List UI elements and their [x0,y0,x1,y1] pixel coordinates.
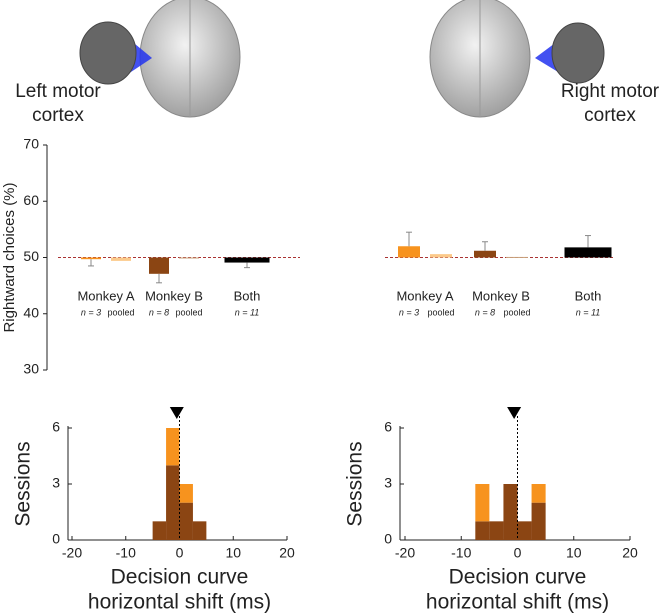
histogram-bar [179,502,193,540]
y-axis-label: Sessions [344,441,367,526]
bar [179,257,199,259]
group-label: Monkey A [396,288,453,303]
brain-label: Right motor [561,81,660,102]
histogram-bar [166,428,180,466]
y-axis-label: Sessions [12,441,35,526]
x-tick-label: 0 [514,545,522,561]
y-tick-label: 3 [384,475,392,491]
mean-marker [169,407,184,419]
y-tick-label: 70 [23,136,39,152]
bar [430,254,452,258]
x-tick-label: 10 [566,545,582,561]
x-tick-label: 0 [176,545,184,561]
bar-sublabel: pooled [427,307,454,317]
bar-sublabel: n = 3 [399,307,419,317]
brain-label: cortex [584,105,636,126]
brain-label: Left motor [15,81,101,102]
x-tick-label: 20 [279,545,295,561]
histogram-bar [166,465,180,540]
y-tick-label: 6 [52,419,60,435]
group-label: Monkey B [472,288,530,303]
histogram-bar [503,484,518,540]
group-label: Monkey A [77,288,134,303]
bar-sublabel: n = 11 [576,307,601,317]
group-label: Both [234,288,261,303]
y-tick-label: 50 [23,248,39,264]
bar-sublabel: pooled [107,307,134,317]
group-label: Both [575,288,602,303]
y-tick-label: 60 [23,192,39,208]
bar-sublabel: n = 8 [475,307,495,317]
bar [111,257,131,261]
bar [506,256,528,258]
bar-sublabel: n = 8 [149,307,169,317]
histogram-bar [531,502,546,540]
histogram-bar [489,521,504,540]
histogram-bar [192,521,207,540]
y-tick-label: 40 [23,304,39,320]
bar [474,250,496,258]
bar-sublabel: pooled [175,307,202,317]
x-tick-label: 20 [622,545,638,561]
x-tick-label: 10 [225,545,241,561]
bar-sublabel: pooled [503,307,530,317]
x-tick-label: -10 [116,545,136,561]
x-axis-label: Decision curve [111,566,249,589]
histogram-bar [475,521,490,540]
bar [224,257,270,263]
x-axis-label: horizontal shift (ms) [426,591,609,614]
x-tick-label: -20 [62,545,82,561]
bar-sublabel: n = 3 [81,307,101,317]
x-tick-label: -10 [451,545,471,561]
bar [81,257,101,260]
y-axis-label: Rightward choices (%) [1,182,18,332]
y-tick-label: 0 [52,531,60,547]
x-tick-label: -20 [395,545,415,561]
bar [398,246,420,258]
bar [149,257,169,274]
histogram-bar [179,484,193,503]
histogram-bar [531,484,546,503]
mean-marker [507,407,522,419]
group-label: Monkey B [145,288,203,303]
y-tick-label: 0 [384,531,392,547]
y-tick-label: 3 [52,475,60,491]
right-brain-illustration [429,0,605,118]
histogram-bar [517,521,532,540]
histogram-bar [475,484,490,522]
x-axis-label: Decision curve [449,566,587,589]
histogram-bar [152,521,167,540]
bar-sublabel: n = 11 [235,307,260,317]
bar [564,247,612,258]
y-tick-label: 6 [384,419,392,435]
x-axis-label: horizontal shift (ms) [88,591,271,614]
brain-label: cortex [32,105,84,126]
y-tick-label: 30 [23,361,39,377]
left-brain-illustration [79,0,241,118]
